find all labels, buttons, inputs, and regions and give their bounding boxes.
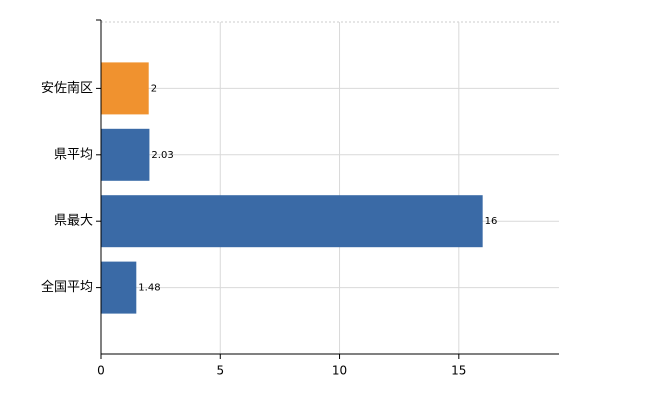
x-tick-label: 5	[216, 364, 224, 378]
bar	[101, 261, 137, 314]
bar	[101, 128, 150, 181]
x-tick-label: 10	[332, 364, 347, 378]
x-tick-label: 15	[451, 364, 466, 378]
value-label: 2.03	[151, 150, 173, 161]
value-label: 16	[485, 216, 498, 227]
x-tick-label: 0	[97, 364, 105, 378]
y-tick-label: 安佐南区	[41, 80, 93, 96]
value-label: 1.48	[138, 283, 160, 294]
bar	[101, 62, 149, 115]
y-tick-label: 県平均	[54, 147, 93, 162]
y-tick-label: 全国平均	[41, 279, 93, 295]
y-tick-label: 県最大	[54, 214, 93, 229]
value-label: 2	[151, 83, 157, 94]
bar	[101, 195, 483, 248]
